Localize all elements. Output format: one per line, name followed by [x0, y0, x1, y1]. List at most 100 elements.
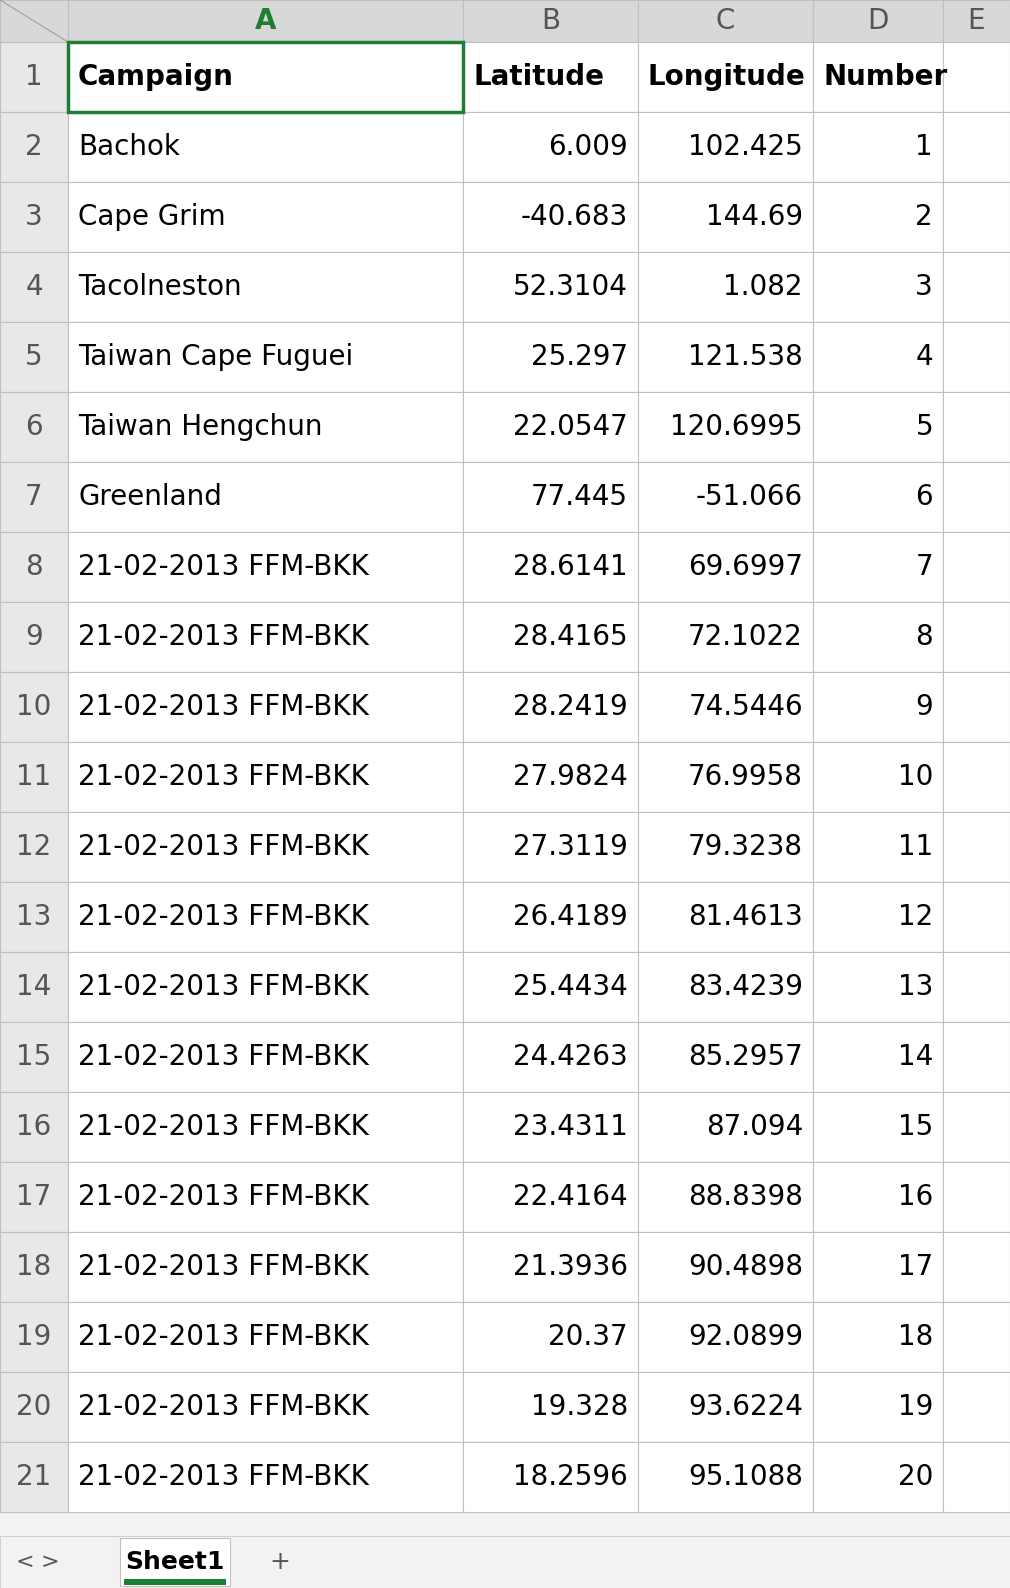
Bar: [943, 462, 1010, 532]
Bar: [943, 252, 1010, 322]
Bar: [68, 742, 463, 811]
Bar: [0, 672, 68, 742]
Bar: [638, 1093, 813, 1162]
Text: A: A: [255, 6, 277, 35]
Bar: [0, 1512, 1010, 1536]
Bar: [813, 1023, 943, 1093]
Text: Taiwan Cape Fuguei: Taiwan Cape Fuguei: [78, 343, 353, 372]
Text: 83.4239: 83.4239: [688, 973, 803, 1000]
Text: 3: 3: [25, 203, 42, 230]
Text: 21-02-2013 FFM-BKK: 21-02-2013 FFM-BKK: [78, 553, 369, 581]
Bar: [68, 392, 463, 462]
Text: Longitude: Longitude: [648, 64, 806, 91]
Text: 18: 18: [898, 1323, 933, 1351]
Bar: [943, 41, 1010, 113]
Bar: [463, 1232, 638, 1302]
Bar: [68, 532, 463, 602]
Bar: [68, 41, 463, 113]
Bar: [813, 881, 943, 951]
Bar: [463, 1023, 638, 1093]
Bar: [463, 811, 638, 881]
Text: 18: 18: [16, 1253, 52, 1282]
Text: 13: 13: [16, 904, 52, 931]
Text: 9: 9: [915, 692, 933, 721]
Text: -51.066: -51.066: [696, 483, 803, 511]
Bar: [463, 951, 638, 1023]
Text: 10: 10: [16, 692, 52, 721]
Bar: [68, 113, 463, 183]
Text: 21.3936: 21.3936: [513, 1253, 628, 1282]
Bar: [943, 742, 1010, 811]
Text: 21-02-2013 FFM-BKK: 21-02-2013 FFM-BKK: [78, 692, 369, 721]
Bar: [813, 602, 943, 672]
Text: 144.69: 144.69: [706, 203, 803, 230]
Bar: [0, 532, 68, 602]
Text: 12: 12: [898, 904, 933, 931]
Bar: [813, 742, 943, 811]
Bar: [943, 532, 1010, 602]
Bar: [943, 322, 1010, 392]
Bar: [0, 183, 68, 252]
Text: 16: 16: [16, 1113, 52, 1142]
Bar: [813, 392, 943, 462]
Text: 17: 17: [16, 1183, 52, 1212]
Text: E: E: [968, 6, 986, 35]
Text: 1.082: 1.082: [723, 273, 803, 302]
Bar: [463, 41, 638, 113]
Text: 87.094: 87.094: [706, 1113, 803, 1142]
Text: 4: 4: [915, 343, 933, 372]
Text: 6.009: 6.009: [548, 133, 628, 160]
Text: 102.425: 102.425: [688, 133, 803, 160]
Text: 6: 6: [915, 483, 933, 511]
Text: Latitude: Latitude: [473, 64, 604, 91]
Bar: [813, 951, 943, 1023]
Bar: [0, 602, 68, 672]
Text: 121.538: 121.538: [688, 343, 803, 372]
Bar: [943, 183, 1010, 252]
Text: 18.2596: 18.2596: [513, 1463, 628, 1491]
Text: 21-02-2013 FFM-BKK: 21-02-2013 FFM-BKK: [78, 904, 369, 931]
Bar: [0, 462, 68, 532]
Text: Greenland: Greenland: [78, 483, 222, 511]
Text: 72.1022: 72.1022: [688, 622, 803, 651]
Bar: [463, 1372, 638, 1442]
Text: 52.3104: 52.3104: [513, 273, 628, 302]
Text: 19: 19: [898, 1393, 933, 1421]
Bar: [943, 1162, 1010, 1232]
Text: 25.297: 25.297: [531, 343, 628, 372]
Bar: [0, 1232, 68, 1302]
Bar: [463, 1302, 638, 1372]
Text: 85.2957: 85.2957: [688, 1043, 803, 1070]
Text: 12: 12: [16, 834, 52, 861]
Bar: [813, 1302, 943, 1372]
Text: 21-02-2013 FFM-BKK: 21-02-2013 FFM-BKK: [78, 1463, 369, 1491]
Text: Number: Number: [823, 64, 947, 91]
Text: 19.328: 19.328: [530, 1393, 628, 1421]
Bar: [0, 0, 68, 41]
Bar: [813, 811, 943, 881]
Text: 24.4263: 24.4263: [513, 1043, 628, 1070]
Text: 79.3238: 79.3238: [688, 834, 803, 861]
Text: Tacolneston: Tacolneston: [78, 273, 241, 302]
Bar: [813, 113, 943, 183]
Bar: [68, 881, 463, 951]
Text: Bachok: Bachok: [78, 133, 180, 160]
Text: 5: 5: [25, 343, 42, 372]
Bar: [943, 0, 1010, 41]
Bar: [463, 252, 638, 322]
Text: 21: 21: [16, 1463, 52, 1491]
Bar: [813, 41, 943, 113]
Text: 7: 7: [25, 483, 42, 511]
Text: 10: 10: [898, 762, 933, 791]
Text: 4: 4: [25, 273, 42, 302]
Bar: [68, 602, 463, 672]
Text: 22.4164: 22.4164: [513, 1183, 628, 1212]
Text: >: >: [40, 1551, 60, 1572]
Text: 27.9824: 27.9824: [513, 762, 628, 791]
Bar: [638, 1302, 813, 1372]
Bar: [0, 881, 68, 951]
Text: 120.6995: 120.6995: [671, 413, 803, 441]
Bar: [0, 1302, 68, 1372]
Text: 95.1088: 95.1088: [688, 1463, 803, 1491]
Bar: [638, 1023, 813, 1093]
